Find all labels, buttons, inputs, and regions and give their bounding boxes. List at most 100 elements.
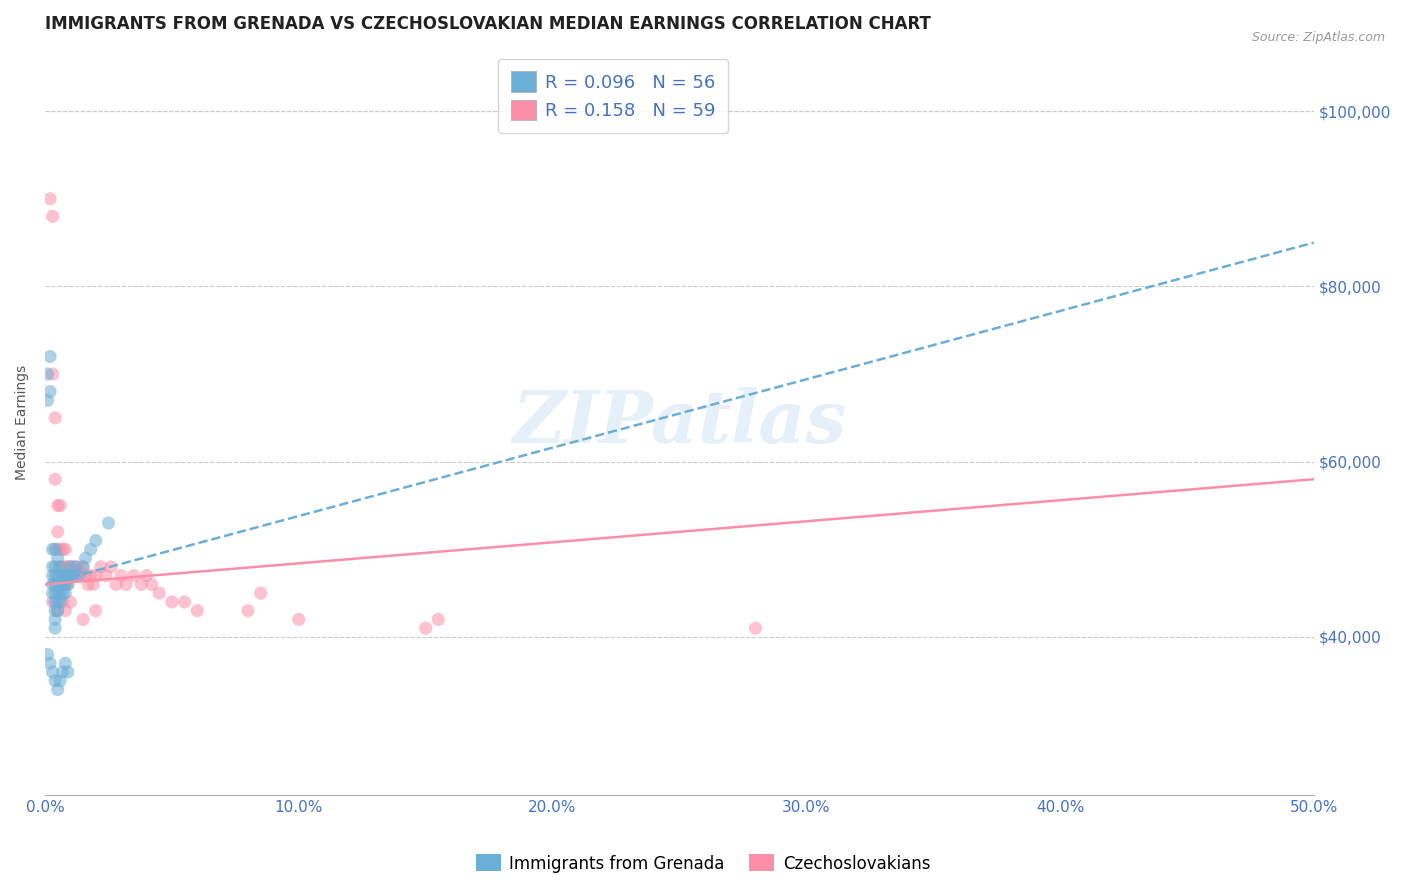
Point xyxy=(41,210,63,224)
Point xyxy=(52,586,75,600)
Point xyxy=(53,657,76,671)
Point xyxy=(186,604,208,618)
Point xyxy=(100,559,122,574)
Point xyxy=(56,665,79,679)
Point xyxy=(49,586,72,600)
Point xyxy=(46,499,69,513)
Point xyxy=(49,673,72,688)
Point xyxy=(75,551,97,566)
Point xyxy=(135,568,157,582)
Point xyxy=(66,559,89,574)
Point xyxy=(173,595,195,609)
Point xyxy=(160,595,183,609)
Point xyxy=(90,559,112,574)
Point xyxy=(249,586,271,600)
Point xyxy=(56,568,79,582)
Y-axis label: Median Earnings: Median Earnings xyxy=(15,365,30,480)
Point xyxy=(72,559,94,574)
Point xyxy=(56,577,79,591)
Point xyxy=(56,577,79,591)
Point xyxy=(75,568,97,582)
Point xyxy=(59,595,82,609)
Point xyxy=(148,586,170,600)
Point xyxy=(236,604,259,618)
Point xyxy=(44,595,66,609)
Point xyxy=(53,604,76,618)
Point xyxy=(46,595,69,609)
Point xyxy=(59,568,82,582)
Point xyxy=(49,577,72,591)
Point xyxy=(41,665,63,679)
Legend: Immigrants from Grenada, Czechoslovakians: Immigrants from Grenada, Czechoslovakian… xyxy=(470,847,936,880)
Point xyxy=(52,559,75,574)
Point xyxy=(72,612,94,626)
Point xyxy=(39,192,62,206)
Point xyxy=(94,568,117,582)
Point xyxy=(53,577,76,591)
Point xyxy=(41,542,63,557)
Point xyxy=(44,577,66,591)
Point xyxy=(53,559,76,574)
Text: Source: ZipAtlas.com: Source: ZipAtlas.com xyxy=(1251,31,1385,45)
Point xyxy=(53,568,76,582)
Point xyxy=(52,568,75,582)
Point xyxy=(46,604,69,618)
Point xyxy=(52,542,75,557)
Point xyxy=(52,577,75,591)
Point xyxy=(44,586,66,600)
Point xyxy=(427,612,450,626)
Point xyxy=(72,559,94,574)
Point xyxy=(287,612,309,626)
Point xyxy=(59,559,82,574)
Text: ZIPatlas: ZIPatlas xyxy=(512,387,846,458)
Point xyxy=(744,621,766,635)
Point xyxy=(62,568,84,582)
Point xyxy=(110,568,132,582)
Point xyxy=(79,568,101,582)
Point xyxy=(41,559,63,574)
Point xyxy=(53,568,76,582)
Point xyxy=(84,568,107,582)
Point xyxy=(84,604,107,618)
Point xyxy=(41,586,63,600)
Point xyxy=(49,568,72,582)
Point xyxy=(84,533,107,548)
Point xyxy=(53,577,76,591)
Point xyxy=(62,559,84,574)
Point xyxy=(41,367,63,381)
Point xyxy=(115,577,138,591)
Point xyxy=(53,542,76,557)
Point xyxy=(131,577,153,591)
Point xyxy=(46,682,69,697)
Point xyxy=(44,612,66,626)
Point xyxy=(37,648,59,662)
Point xyxy=(44,542,66,557)
Point xyxy=(44,559,66,574)
Point xyxy=(39,657,62,671)
Point xyxy=(56,559,79,574)
Point xyxy=(46,577,69,591)
Point xyxy=(44,673,66,688)
Point xyxy=(49,559,72,574)
Point xyxy=(49,595,72,609)
Point xyxy=(69,568,91,582)
Legend: R = 0.096   N = 56, R = 0.158   N = 59: R = 0.096 N = 56, R = 0.158 N = 59 xyxy=(498,59,728,133)
Point xyxy=(59,568,82,582)
Point xyxy=(41,577,63,591)
Point xyxy=(52,665,75,679)
Point xyxy=(79,542,101,557)
Point xyxy=(415,621,437,635)
Point xyxy=(39,350,62,364)
Point xyxy=(46,604,69,618)
Point xyxy=(46,551,69,566)
Text: IMMIGRANTS FROM GRENADA VS CZECHOSLOVAKIAN MEDIAN EARNINGS CORRELATION CHART: IMMIGRANTS FROM GRENADA VS CZECHOSLOVAKI… xyxy=(45,15,931,33)
Point xyxy=(44,621,66,635)
Point xyxy=(59,559,82,574)
Point xyxy=(37,393,59,408)
Point xyxy=(52,577,75,591)
Point xyxy=(65,568,87,582)
Point xyxy=(41,568,63,582)
Point xyxy=(122,568,145,582)
Point xyxy=(44,568,66,582)
Point xyxy=(44,604,66,618)
